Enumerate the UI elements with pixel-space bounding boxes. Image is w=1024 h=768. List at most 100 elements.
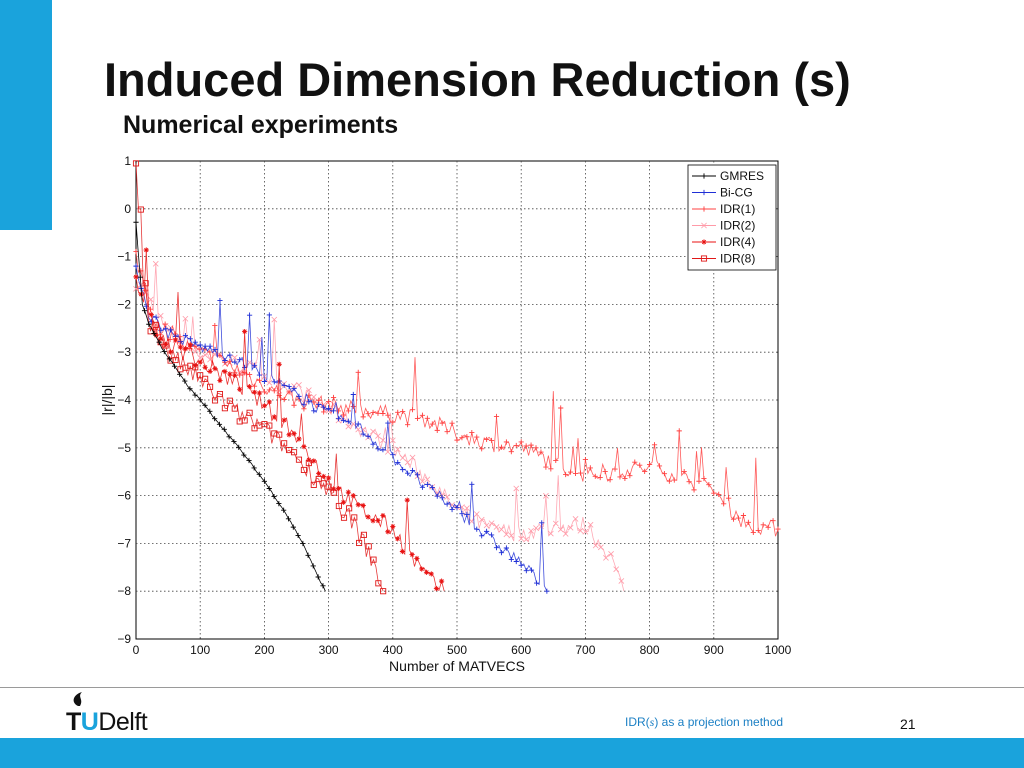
series-point-idr4 <box>133 274 139 280</box>
series-point-bicg <box>163 326 169 332</box>
series-line-idr8 <box>135 163 384 592</box>
series-point-idr2 <box>582 528 589 535</box>
series-point-idr4 <box>306 457 312 463</box>
series-point-idr8 <box>310 481 317 488</box>
series-point-bicg <box>345 418 351 424</box>
series-point-idr1 <box>429 421 435 427</box>
series-point-idr4 <box>291 431 297 437</box>
series-point-bicg <box>484 528 490 534</box>
series-point-idr2 <box>147 296 154 303</box>
series-point-idr1 <box>750 529 756 535</box>
series-point-idr8 <box>380 588 387 595</box>
footer-prefix: IDR( <box>625 715 650 729</box>
series-point-gmres <box>290 524 296 530</box>
series-point-idr2 <box>557 526 564 533</box>
series-point-bicg <box>182 332 188 339</box>
series-point-idr2 <box>310 394 317 400</box>
series-point-idr2 <box>592 542 599 549</box>
legend-label: IDR(8) <box>720 252 755 266</box>
series-point-bicg <box>429 484 435 491</box>
series-point-idr1 <box>622 475 628 482</box>
series-point-idr4 <box>423 569 430 575</box>
series-point-idr4 <box>335 485 342 492</box>
series-point-idr4 <box>163 341 169 348</box>
series-point-idr2 <box>419 478 426 485</box>
legend-label: GMRES <box>720 169 764 183</box>
series-point-idr4 <box>409 551 415 558</box>
series-point-idr1 <box>350 403 356 410</box>
series-point-idr4 <box>380 512 386 519</box>
series-point-idr1 <box>627 473 633 479</box>
series-point-bicg <box>444 501 450 507</box>
series-point-bicg <box>261 378 267 385</box>
series-point-idr4 <box>296 436 302 442</box>
series-point-idr1 <box>745 519 751 525</box>
series-point-bicg <box>544 588 550 594</box>
series-point-bicg <box>469 481 475 487</box>
series-point-bicg <box>424 481 430 488</box>
series-point-idr1 <box>434 427 440 433</box>
series-point-bicg <box>227 352 233 358</box>
series-point-idr1 <box>691 487 697 493</box>
series-point-gmres <box>256 471 262 477</box>
series-point-idr1 <box>330 394 337 401</box>
series-point-idr1 <box>439 420 445 426</box>
series-point-idr1 <box>755 527 761 533</box>
series-point-idr8 <box>360 531 367 538</box>
x-tick-label: 300 <box>319 643 339 657</box>
series-point-idr8 <box>216 390 224 398</box>
legend-marker <box>701 239 707 245</box>
series-point-bicg <box>222 357 228 364</box>
series-point-idr4 <box>237 386 243 392</box>
series-point-bicg <box>518 562 524 568</box>
series-point-idr1 <box>365 411 371 417</box>
x-tick-label: 600 <box>511 643 531 657</box>
series-point-bicg <box>335 416 342 422</box>
series-point-gmres <box>251 465 257 471</box>
logo-delft: Delft <box>98 708 148 736</box>
series-point-bicg <box>281 382 287 388</box>
series-point-bicg <box>167 327 174 333</box>
series-point-idr1 <box>721 501 727 507</box>
legend-label: IDR(2) <box>720 219 755 233</box>
series-point-idr8 <box>340 514 348 521</box>
series-point-idr2 <box>478 516 485 523</box>
series-point-idr1 <box>508 449 514 455</box>
series-point-idr4 <box>395 536 401 542</box>
series-point-bicg <box>365 433 371 439</box>
series-point-idr2 <box>394 446 401 453</box>
series-point-gmres <box>133 219 139 225</box>
series-point-idr8 <box>356 539 363 547</box>
series-point-bicg <box>464 511 470 517</box>
series-point-idr2 <box>528 527 534 534</box>
series-point-bicg <box>360 431 366 437</box>
y-tick-label: −8 <box>117 584 131 598</box>
series-point-idr2 <box>389 437 396 444</box>
y-tick-label: −3 <box>117 345 131 359</box>
x-tick-label: 0 <box>133 643 140 657</box>
series-point-idr4 <box>187 342 193 348</box>
logo-t: T <box>66 708 81 736</box>
series-point-idr4 <box>222 368 228 375</box>
series-point-idr8 <box>226 397 233 404</box>
series-point-idr8 <box>330 489 337 496</box>
series-point-idr4 <box>330 486 337 492</box>
series-point-idr1 <box>414 415 421 422</box>
series-point-bicg <box>350 391 356 398</box>
series-point-idr1 <box>484 436 490 443</box>
series-point-gmres <box>156 339 162 345</box>
series-point-idr4 <box>242 328 248 335</box>
series-point-idr4 <box>345 489 351 495</box>
legend-label: IDR(1) <box>720 202 755 216</box>
series-point-idr2 <box>271 316 278 323</box>
series-point-bicg <box>459 511 465 517</box>
series-point-idr2 <box>498 526 505 533</box>
series-point-idr4 <box>286 432 292 438</box>
series-point-idr2 <box>399 455 406 461</box>
series-point-idr2 <box>508 532 515 539</box>
y-tick-label: −4 <box>117 393 131 407</box>
x-tick-label: 700 <box>575 643 595 657</box>
series-point-idr4 <box>428 571 434 577</box>
x-tick-label: 100 <box>190 643 210 657</box>
series-point-idr4 <box>276 361 282 367</box>
